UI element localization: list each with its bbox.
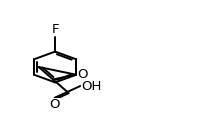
Text: OH: OH xyxy=(81,80,102,93)
Text: O: O xyxy=(77,68,88,81)
Text: F: F xyxy=(51,23,59,36)
Text: O: O xyxy=(49,98,60,111)
